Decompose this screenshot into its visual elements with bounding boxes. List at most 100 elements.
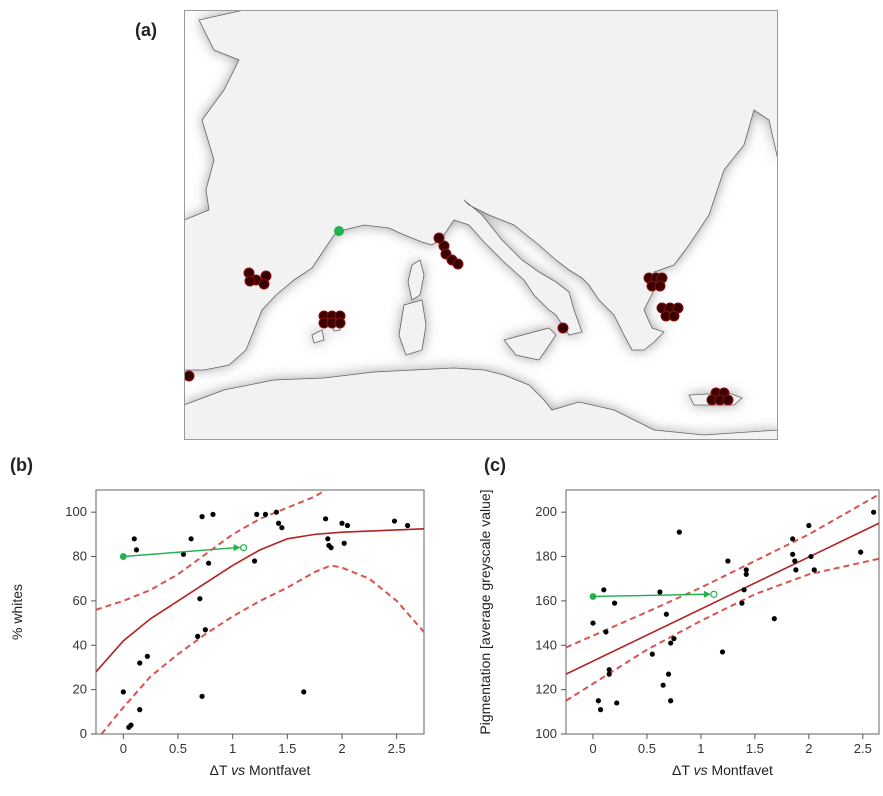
ci-upper-line-c [566, 493, 879, 649]
site-marker [557, 322, 569, 334]
data-point [671, 636, 677, 642]
reference-point-open-b [240, 544, 248, 552]
mallorca [311, 329, 325, 344]
data-point [339, 520, 345, 526]
x-tick-label-b: 1 [229, 741, 236, 756]
europe-mainland [184, 10, 778, 371]
ci-upper-line-b [96, 490, 327, 611]
reference-shift-arrowhead-c [703, 590, 711, 598]
x-tick-label-b: 0 [120, 741, 127, 756]
x-tick-label-b: 2 [338, 741, 345, 756]
data-point [206, 560, 212, 566]
y-tick-label-b: 40 [73, 637, 87, 652]
data-point [405, 522, 411, 529]
y-tick-label-b: 100 [65, 504, 87, 519]
x-tick-label-c: 1 [697, 741, 704, 756]
x-tick-label-c: 0.5 [638, 741, 656, 756]
site-marker [334, 317, 346, 329]
y-axis-title-b: % whites [9, 584, 25, 640]
chart-c: Pigmentation [average greyscale value] Δ… [477, 489, 880, 778]
data-point [597, 707, 604, 713]
data-point [128, 722, 134, 728]
reference-site-marker [334, 226, 344, 236]
data-point [301, 689, 307, 695]
data-point [806, 522, 812, 529]
data-point [739, 600, 745, 606]
data-point [144, 653, 150, 659]
data-point [665, 671, 672, 677]
data-point [611, 600, 618, 606]
x-axis-title-c-part2: vs [694, 762, 708, 778]
data-point [120, 689, 126, 695]
data-point [871, 509, 877, 515]
x-axis-title-b-part3: Montfavet [245, 762, 310, 778]
data-point [792, 558, 798, 564]
site-marker [244, 275, 256, 287]
x-tick-label-b: 2.5 [388, 741, 406, 756]
data-point [188, 536, 194, 542]
data-point [606, 667, 612, 673]
ci-lower-line-b [100, 564, 424, 734]
landmass-group [184, 10, 778, 440]
x-tick-label-b: 0.5 [169, 741, 187, 756]
data-point [603, 629, 609, 635]
data-point [649, 651, 655, 657]
reference-shift-arrowhead-b [233, 544, 241, 552]
x-tick-label-b: 1.5 [278, 741, 296, 756]
ci-lower-line-c [566, 557, 879, 702]
panel-label-b: (b) [10, 455, 33, 475]
y-tick-label-b: 20 [73, 682, 87, 697]
data-point [858, 549, 864, 555]
site-marker [654, 280, 666, 292]
data-point [790, 536, 796, 542]
site-marker [452, 258, 464, 270]
x-axis-title-b: ΔT vs Montfavet [210, 762, 311, 778]
data-point [344, 522, 351, 529]
reference-shift-arrow-c [592, 593, 706, 598]
y-tick-label-c: 120 [535, 682, 557, 697]
data-point [202, 627, 208, 633]
data-point [210, 511, 216, 517]
reference-point-filled-b [119, 553, 127, 560]
site-marker [668, 310, 680, 322]
data-point [197, 596, 203, 602]
data-point [341, 540, 347, 546]
x-tick-label-c: 1.5 [746, 741, 764, 756]
chart-b: % whites ΔT vs Montfavet 0 0.5 1 1.5 2 2.5 0 20… [9, 489, 425, 778]
data-point [606, 671, 612, 677]
data-point [328, 545, 334, 551]
y-tick-label-c: 160 [535, 593, 557, 608]
site-marker [722, 394, 734, 406]
data-point [743, 567, 749, 573]
panel-label-a: (a) [135, 20, 157, 40]
data-point [741, 587, 747, 593]
data-point [743, 571, 749, 577]
data-point [180, 551, 187, 557]
north-africa [184, 367, 778, 440]
data-point [254, 511, 260, 517]
data-point [719, 649, 726, 655]
site-marker [258, 278, 270, 290]
data-point [251, 558, 258, 564]
reference-point-open-c [710, 590, 718, 598]
data-point [279, 525, 285, 531]
data-point [657, 589, 663, 595]
data-point [676, 529, 682, 535]
data-point [199, 514, 205, 520]
data-point [137, 660, 143, 666]
plot-area-frame-c [565, 489, 880, 735]
data-point [663, 611, 669, 617]
mediterranean-map [184, 10, 778, 440]
reference-point-filled-c [589, 593, 597, 600]
data-point [790, 551, 796, 557]
data-point [808, 553, 814, 560]
x-axis-title-c-part3: Montfavet [708, 762, 773, 778]
data-point [131, 536, 137, 542]
data-point [771, 616, 777, 622]
y-axis-title-c: Pigmentation [average greyscale value] [477, 489, 493, 734]
site-marker [184, 370, 195, 382]
data-point [133, 547, 140, 553]
site-marker [433, 232, 445, 244]
data-point [323, 516, 329, 522]
sampling-sites [184, 232, 734, 406]
